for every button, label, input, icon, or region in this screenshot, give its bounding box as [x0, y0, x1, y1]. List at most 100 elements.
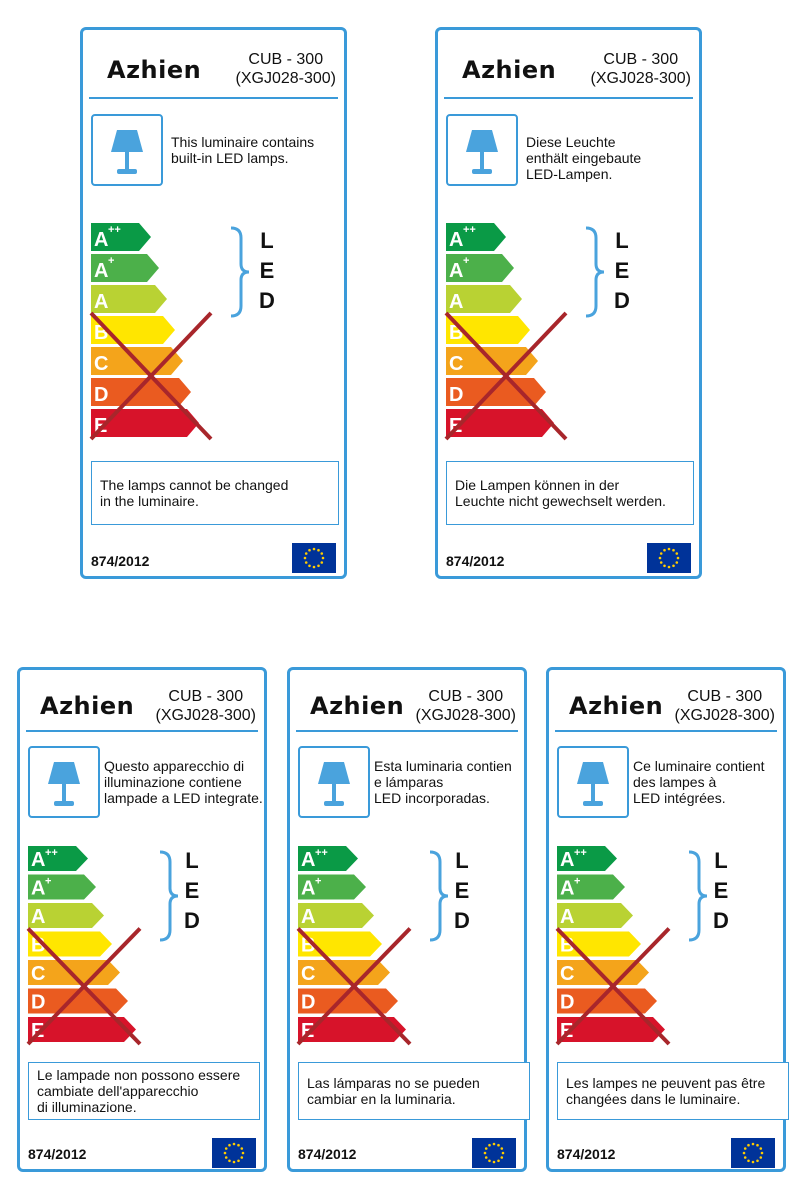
energy-class-letter: D	[94, 384, 108, 406]
brace-path	[585, 226, 605, 318]
regulation-number: 874/2012	[91, 553, 150, 569]
eu-star	[488, 1159, 491, 1163]
energy-label-en: Azhien CUB - 300 (XGJ028-300) This luminair…	[80, 27, 347, 579]
energy-class-superscript: +	[108, 255, 114, 267]
lamp-shade	[577, 762, 609, 784]
energy-class-letter: A	[301, 878, 315, 900]
header-divider	[555, 730, 777, 732]
eu-star	[751, 1160, 755, 1164]
note-line: The lamps cannot be changed	[100, 477, 289, 493]
lamp-base	[117, 169, 137, 174]
excluded-classes-cross	[296, 927, 412, 1046]
eu-star	[492, 1142, 496, 1146]
description-line: lampade a LED integrate.	[104, 790, 263, 806]
energy-class-letter: A	[301, 849, 315, 871]
model-number: CUB - 300 (XGJ028-300)	[675, 687, 776, 725]
energy-class-bar	[28, 1017, 136, 1042]
eu-star	[675, 561, 679, 564]
led-letter: D	[184, 908, 200, 933]
energy-class-bar	[446, 223, 506, 251]
header-divider	[296, 730, 518, 732]
eu-star	[492, 1160, 496, 1164]
brace-path	[688, 850, 708, 942]
description-line: built-in LED lamps.	[171, 150, 289, 166]
eu-star	[747, 1143, 750, 1147]
energy-class-letter: D	[301, 992, 315, 1014]
note-line: Las lámparas no se pueden	[307, 1075, 480, 1091]
energy-label-it: Azhien CUB - 300 (XGJ028-300) Questo appare…	[17, 667, 267, 1172]
eu-star	[484, 1156, 488, 1159]
description-line: LED-Lampen.	[526, 166, 613, 182]
energy-class-bar	[446, 254, 514, 282]
energy-label-de: Azhien CUB - 300 (XGJ028-300) Diese Leuchte…	[435, 27, 702, 579]
header-divider	[26, 730, 258, 732]
note-line: di illuminazione.	[37, 1099, 137, 1115]
eu-star	[241, 1151, 245, 1155]
energy-class-letter: A	[449, 229, 463, 251]
energy-class-bar	[446, 409, 554, 437]
regulation-number: 874/2012	[557, 1146, 616, 1162]
energy-class-bar	[91, 223, 151, 251]
energy-class-bar	[91, 254, 159, 282]
energy-class-letter: A	[560, 906, 574, 928]
description-line: Ce luminaire contient	[633, 758, 765, 774]
energy-class-bar	[557, 874, 625, 900]
eu-flag-icon	[212, 1138, 256, 1168]
energy-class-bar	[91, 285, 167, 313]
lamp-stem	[591, 784, 595, 802]
brand-name: Azhien	[40, 692, 135, 720]
energy-class-superscript: +	[315, 876, 321, 888]
eu-star	[308, 564, 311, 568]
lamp-shade	[318, 762, 350, 784]
eu-star	[500, 1156, 504, 1159]
note-line: Le lampade non possono essere	[37, 1067, 241, 1083]
energy-class-bar	[91, 409, 199, 437]
table-lamp-icon	[298, 746, 370, 818]
energy-class-letter: A	[301, 906, 315, 928]
eu-star	[760, 1151, 764, 1155]
energy-class-bar	[298, 960, 390, 985]
energy-class-bar	[557, 1017, 665, 1042]
energy-class-superscript: +	[45, 876, 51, 888]
led-letter: L	[260, 228, 274, 253]
lamp-replacement-note: Les lampes ne peuvent pas être changées d…	[557, 1062, 789, 1120]
energy-class-superscript: +	[574, 876, 580, 888]
eu-star	[320, 552, 324, 555]
description-line: enthält eingebaute	[526, 150, 642, 166]
luminaire-description: Questo apparecchio di illuminazione conti…	[104, 758, 263, 806]
energy-class-bar	[91, 378, 191, 406]
description-line: Esta luminaria contien	[374, 758, 512, 774]
table-lamp-icon	[446, 114, 518, 186]
model-line-2: (XGJ028-300)	[590, 70, 692, 87]
brand-name: Azhien	[569, 692, 664, 720]
eu-star	[304, 552, 308, 555]
eu-star	[312, 547, 316, 551]
eu-star	[303, 556, 307, 560]
lamp-stem	[125, 152, 129, 170]
eu-flag-icon	[731, 1138, 775, 1168]
note-line: in the luminaire.	[100, 493, 199, 509]
eu-star	[224, 1156, 228, 1159]
eu-star	[237, 1143, 240, 1147]
luminaire-description: Ce luminaire contient des lampes à LED int…	[633, 758, 765, 806]
model-number: CUB - 300 (XGJ028-300)	[156, 687, 257, 725]
eu-star	[317, 564, 320, 568]
model-line-2: (XGJ028-300)	[235, 70, 337, 87]
eu-star	[237, 1159, 240, 1163]
model-line-1: CUB - 300	[168, 688, 244, 705]
energy-class-letter: A	[31, 849, 45, 871]
lamp-stem	[332, 784, 336, 802]
lamp-stem	[480, 152, 484, 170]
eu-star	[743, 1147, 747, 1150]
description-line: LED intégrées.	[633, 790, 726, 806]
energy-class-letter: A	[94, 291, 108, 313]
eu-star	[676, 556, 680, 560]
model-number: CUB - 300 (XGJ028-300)	[236, 50, 337, 88]
energy-class-superscript: ++	[108, 224, 121, 236]
energy-class-letter: C	[94, 353, 108, 375]
excluded-classes-cross	[555, 927, 671, 1046]
